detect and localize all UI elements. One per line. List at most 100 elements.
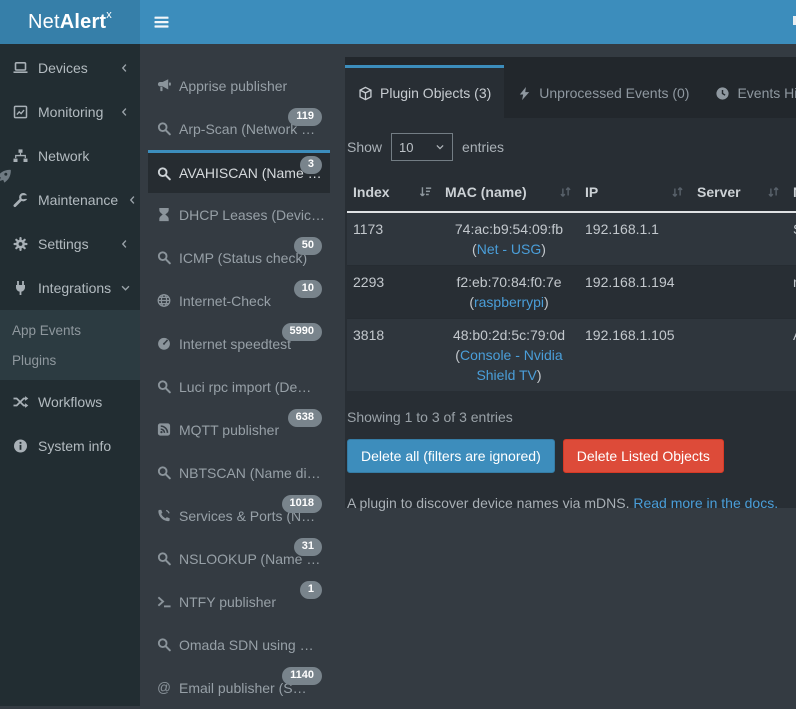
plugin-label: NBTSCAN (Name di… bbox=[179, 464, 321, 481]
sidebar-item-settings[interactable]: Settings bbox=[0, 222, 140, 266]
gear-icon bbox=[12, 236, 29, 252]
search-icon bbox=[156, 379, 172, 394]
device-link[interactable]: Console - Nvidia Shield TV bbox=[459, 347, 563, 383]
plugin-details-box: Plugin Objects (3) Unprocessed Events (0… bbox=[345, 57, 796, 511]
column-header-mac[interactable]: MAC (name) bbox=[439, 175, 579, 213]
app-logo[interactable]: Net Alert x bbox=[0, 0, 140, 44]
count-badge: 1018 bbox=[281, 495, 322, 513]
device-link[interactable]: Net - USG bbox=[476, 241, 542, 257]
plugin-item-omada[interactable]: Omada SDN using … bbox=[148, 623, 330, 666]
sort-icon bbox=[670, 185, 685, 199]
page-size-value: 10 bbox=[399, 139, 414, 155]
table-row: 2293 f2:eb:70:84:f0:7e (raspberrypi) 192… bbox=[347, 265, 796, 319]
cell-ip: 192.168.1.194 bbox=[585, 274, 675, 290]
sidebar-item-integrations[interactable]: Integrations bbox=[0, 266, 140, 310]
docs-link[interactable]: Read more in the docs. bbox=[633, 495, 779, 511]
cell-mac: 74:ac:b9:54:09:fb (Net - USG) bbox=[439, 212, 579, 266]
cell-index: 2293 bbox=[353, 274, 385, 290]
partial-topbar-icon bbox=[793, 16, 796, 25]
cell-mac: f2:eb:70:84:f0:7e (raspberrypi) bbox=[439, 266, 579, 319]
phone-volume-icon bbox=[156, 508, 172, 523]
plug-icon bbox=[12, 280, 29, 296]
plugin-label: Services & Ports (N… bbox=[179, 507, 316, 524]
plugin-label: Arp-Scan (Network … bbox=[179, 120, 316, 137]
plugin-item-nslookup[interactable]: NSLOOKUP (Name … 31 bbox=[148, 537, 330, 580]
cube-icon bbox=[358, 86, 373, 101]
delete-all-button[interactable]: Delete all (filters are ignored) bbox=[347, 439, 555, 473]
sidebar-item-workflows[interactable]: Workflows bbox=[0, 380, 140, 424]
cell-server bbox=[691, 319, 787, 392]
chevron-down-icon bbox=[435, 142, 445, 152]
sidebar-item-plugins[interactable]: Plugins bbox=[12, 352, 57, 368]
cell-name: ra bbox=[793, 274, 796, 290]
plugin-item-email[interactable]: @ Email publisher (S… 1140 bbox=[148, 666, 330, 709]
sidebar-item-label: Network bbox=[38, 148, 90, 164]
network-icon bbox=[12, 148, 29, 164]
table-row: 1173 74:ac:b9:54:09:fb (Net - USG) 192.1… bbox=[347, 212, 796, 266]
sidebar-item-label: System info bbox=[38, 438, 112, 454]
plugin-item-nbtscan[interactable]: NBTSCAN (Name di… bbox=[148, 451, 330, 494]
sidebar-item-app-events[interactable]: App Events bbox=[12, 322, 82, 338]
show-label: Show bbox=[347, 139, 383, 155]
page-size-select[interactable]: 10 bbox=[391, 133, 454, 161]
sidebar-item-label: Settings bbox=[38, 236, 89, 252]
sidebar-item-system-info[interactable]: System info bbox=[0, 424, 140, 468]
plugin-item-luci[interactable]: Luci rpc import (De… bbox=[148, 365, 330, 408]
plugin-item-internet-check[interactable]: Internet-Check 10 bbox=[148, 279, 330, 322]
plugin-item-dhcp-leases[interactable]: DHCP Leases (Devic… bbox=[148, 193, 330, 236]
globe-icon bbox=[156, 293, 172, 308]
bullhorn-icon bbox=[156, 78, 172, 93]
mac-address: 48:b0:2d:5c:79:0d bbox=[452, 327, 566, 343]
top-navbar: Net Alert x bbox=[0, 0, 796, 44]
column-header-ip[interactable]: IP bbox=[579, 175, 691, 213]
plugin-label: ICMP (Status check) bbox=[179, 249, 308, 266]
bars-icon[interactable] bbox=[153, 14, 170, 30]
cell-name: An bbox=[787, 319, 796, 392]
cell-mac: 48:b0:2d:5c:79:0d (Console - Nvidia Shie… bbox=[439, 319, 579, 392]
count-badge: 10 bbox=[293, 280, 322, 298]
plugin-label: AVAHISCAN (Name … bbox=[179, 165, 322, 181]
search-icon bbox=[156, 166, 172, 181]
table-row: 3818 48:b0:2d:5c:79:0d (Console - Nvidia… bbox=[347, 318, 796, 392]
sidebar-item-devices[interactable]: Devices bbox=[0, 46, 140, 90]
plugin-item-services-ports[interactable]: Services & Ports (N… 1018 bbox=[148, 494, 330, 537]
plugin-label: MQTT publisher bbox=[179, 421, 280, 438]
chevron-down-icon bbox=[120, 282, 131, 294]
column-header-name[interactable]: N bbox=[787, 175, 796, 213]
tab-plugin-objects[interactable]: Plugin Objects (3) bbox=[345, 65, 505, 118]
search-icon bbox=[156, 551, 172, 566]
plugin-item-mqtt[interactable]: MQTT publisher 638 bbox=[148, 408, 330, 451]
plugin-item-icmp[interactable]: ICMP (Status check) 50 bbox=[148, 236, 330, 279]
clock-icon bbox=[715, 86, 730, 101]
sidebar-item-maintenance[interactable]: Maintenance bbox=[0, 178, 140, 222]
plugin-item-speedtest[interactable]: Internet speedtest 5990 bbox=[148, 322, 330, 365]
sidebar-item-network[interactable]: Network bbox=[0, 134, 140, 178]
count-badge: 50 bbox=[293, 237, 322, 255]
column-header-server[interactable]: Server bbox=[691, 175, 787, 213]
tab-unprocessed-events[interactable]: Unprocessed Events (0) bbox=[504, 65, 702, 118]
cell-ip: 192.168.1.1 bbox=[585, 221, 659, 237]
plugin-item-apprise[interactable]: Apprise publisher bbox=[148, 64, 330, 107]
plugin-label: Internet-Check bbox=[179, 292, 271, 309]
tachometer-icon bbox=[156, 336, 172, 351]
cell-index: 3818 bbox=[353, 327, 385, 343]
rss-icon bbox=[156, 422, 172, 437]
mac-address: 74:ac:b9:54:09:fb bbox=[454, 221, 564, 237]
plugin-label: Apprise publisher bbox=[179, 77, 288, 94]
column-header-index[interactable]: Index bbox=[347, 175, 439, 213]
plugin-item-avahiscan[interactable]: AVAHISCAN (Name … 3 bbox=[148, 150, 330, 193]
integrations-submenu: App Events Plugins bbox=[0, 310, 140, 380]
page-size-control: Show 10 entries bbox=[347, 133, 796, 161]
sidebar-item-monitoring[interactable]: Monitoring bbox=[0, 90, 140, 134]
main-sidebar: Devices Monitoring Network Maintenance S… bbox=[0, 44, 140, 706]
search-icon bbox=[156, 637, 172, 652]
chevron-left-icon bbox=[119, 106, 130, 118]
delete-listed-button[interactable]: Delete Listed Objects bbox=[562, 439, 724, 473]
plugin-item-ntfy[interactable]: NTFY publisher 1 bbox=[148, 580, 330, 623]
tab-events-history[interactable]: Events History (6) bbox=[702, 65, 796, 118]
plugin-item-arpscan[interactable]: Arp-Scan (Network … 119 bbox=[148, 107, 330, 150]
device-link[interactable]: raspberrypi bbox=[473, 294, 545, 310]
shuffle-icon bbox=[12, 394, 29, 410]
plugin-list-nav: Apprise publisher Arp-Scan (Network … 11… bbox=[148, 64, 330, 709]
plugin-label: DHCP Leases (Devic… bbox=[179, 206, 326, 223]
